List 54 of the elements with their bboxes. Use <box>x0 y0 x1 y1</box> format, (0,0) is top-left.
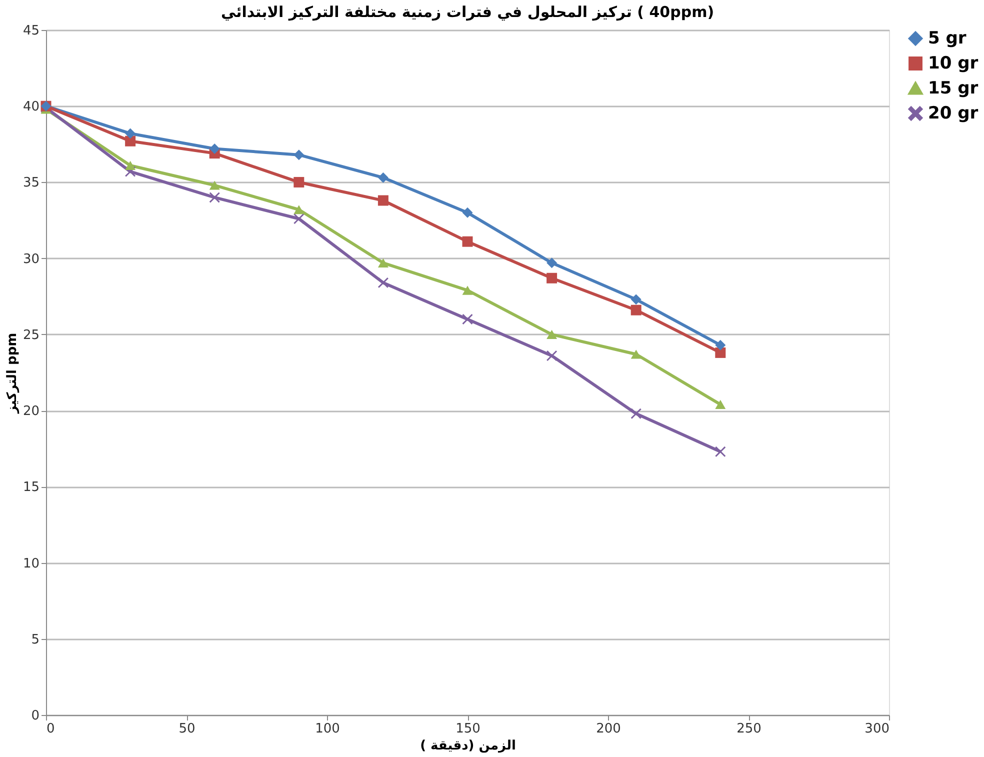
x-tick-label: 150 <box>456 722 480 736</box>
point <box>546 258 558 268</box>
point <box>294 150 304 160</box>
x-tick-label: 200 <box>596 722 621 736</box>
y-tick-label: 30 <box>22 252 40 267</box>
y-tick-label: 20 <box>22 404 40 420</box>
y-tick-label: 45 <box>22 24 40 38</box>
point <box>125 160 136 170</box>
point <box>630 350 642 359</box>
point <box>294 205 304 214</box>
point <box>462 207 473 218</box>
legend-label: 20 gr <box>928 104 979 124</box>
point <box>125 128 136 139</box>
point <box>462 314 473 324</box>
point <box>294 214 304 224</box>
y-tick-label: 5 <box>31 632 40 648</box>
point <box>125 136 136 146</box>
point <box>462 236 473 247</box>
point <box>378 195 388 206</box>
point <box>715 400 726 410</box>
y-tick-label: 15 <box>22 480 40 496</box>
point <box>546 350 558 361</box>
point <box>715 347 726 358</box>
point <box>630 408 642 419</box>
point <box>546 272 558 284</box>
point <box>209 192 220 203</box>
point <box>378 172 388 183</box>
point <box>546 330 558 339</box>
x-tick-label: 0 <box>46 722 55 736</box>
point <box>630 294 642 305</box>
point <box>630 304 642 316</box>
y-tick-label: 40 <box>22 100 40 115</box>
legend-label: 10 gr <box>928 54 979 74</box>
x-tick-label: 50 <box>178 722 196 736</box>
y-tick-label: 35 <box>22 176 40 191</box>
legend-label: 5 gr <box>928 28 967 48</box>
y-tick-label: 10 <box>22 556 40 572</box>
x-tick-label: 300 <box>864 722 890 736</box>
point <box>209 180 220 190</box>
point <box>294 176 304 188</box>
point <box>715 446 726 457</box>
y-tick-label: 0 <box>31 708 40 724</box>
y-axis-title: التركيز ppm <box>4 332 20 414</box>
point <box>715 340 726 350</box>
x-axis-title: الزمن (دقيقة ) <box>420 738 516 754</box>
x-tick-label: 250 <box>736 722 762 736</box>
y-tick-label: 25 <box>22 328 40 343</box>
chart-title: تركيز المحلول في فترات زمنية مختلفة التركيز الابتدائي ( 40ppm) <box>220 3 714 21</box>
x-tick-label: 100 <box>315 722 340 736</box>
point <box>378 258 388 268</box>
point <box>462 286 473 295</box>
point <box>209 143 220 154</box>
point <box>378 277 388 288</box>
legend-label: 15 gr <box>928 78 979 98</box>
